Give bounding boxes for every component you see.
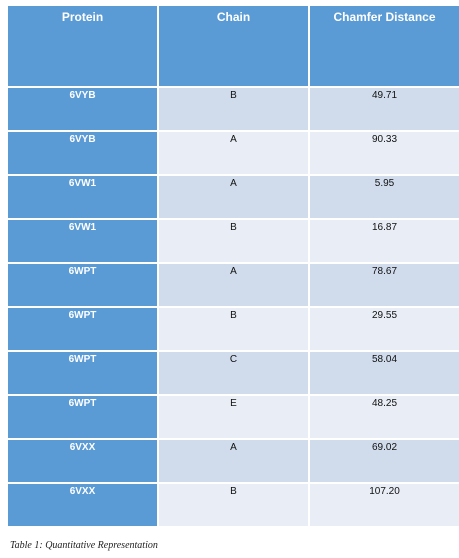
table-row: 6VYB B 49.71 [8,88,459,130]
protein-cell: 6VW1 [8,220,157,262]
table-row: 6VYB A 90.33 [8,132,459,174]
column-header-chain: Chain [159,6,308,86]
column-header-chamfer-distance: Chamfer Distance [310,6,459,86]
chain-cell: A [159,176,308,218]
chamfer-distance-cell: 78.67 [310,264,459,306]
protein-cell: 6VYB [8,88,157,130]
table-body: 6VYB B 49.71 6VYB A 90.33 6VW1 A 5.95 6VW1 B 16.87 6… [8,88,459,526]
protein-cell: 6WPT [8,352,157,394]
table-row: 6VW1 A 5.95 [8,176,459,218]
chain-cell: A [159,440,308,482]
table-header-row: Protein Chain Chamfer Distance [8,6,459,86]
chamfer-distance-cell: 48.25 [310,396,459,438]
chamfer-distance-cell: 90.33 [310,132,459,174]
chain-cell: B [159,308,308,350]
chamfer-distance-cell: 107.20 [310,484,459,526]
protein-cell: 6VXX [8,484,157,526]
table-row: 6VXX A 69.02 [8,440,459,482]
chain-cell: E [159,396,308,438]
table-row: 6WPT B 29.55 [8,308,459,350]
results-table: Protein Chain Chamfer Distance 6VYB B 49.7… [6,4,459,528]
chain-cell: B [159,220,308,262]
chain-cell: C [159,352,308,394]
chamfer-distance-cell: 16.87 [310,220,459,262]
chain-cell: B [159,484,308,526]
chamfer-distance-cell: 5.95 [310,176,459,218]
protein-cell: 6VXX [8,440,157,482]
table-row: 6WPT A 78.67 [8,264,459,306]
protein-cell: 6WPT [8,396,157,438]
chamfer-distance-cell: 29.55 [310,308,459,350]
protein-cell: 6VYB [8,132,157,174]
table-row: 6WPT E 48.25 [8,396,459,438]
table-caption: Table 1: Quantitative Representation [10,540,158,551]
chain-cell: A [159,132,308,174]
chamfer-distance-cell: 58.04 [310,352,459,394]
table-row: 6VW1 B 16.87 [8,220,459,262]
table-row: 6VXX B 107.20 [8,484,459,526]
chamfer-distance-cell: 49.71 [310,88,459,130]
results-table-container: Protein Chain Chamfer Distance 6VYB B 49.7… [6,4,459,528]
chamfer-distance-cell: 69.02 [310,440,459,482]
protein-cell: 6WPT [8,264,157,306]
chain-cell: A [159,264,308,306]
protein-cell: 6WPT [8,308,157,350]
table-row: 6WPT C 58.04 [8,352,459,394]
protein-cell: 6VW1 [8,176,157,218]
column-header-protein: Protein [8,6,157,86]
chain-cell: B [159,88,308,130]
